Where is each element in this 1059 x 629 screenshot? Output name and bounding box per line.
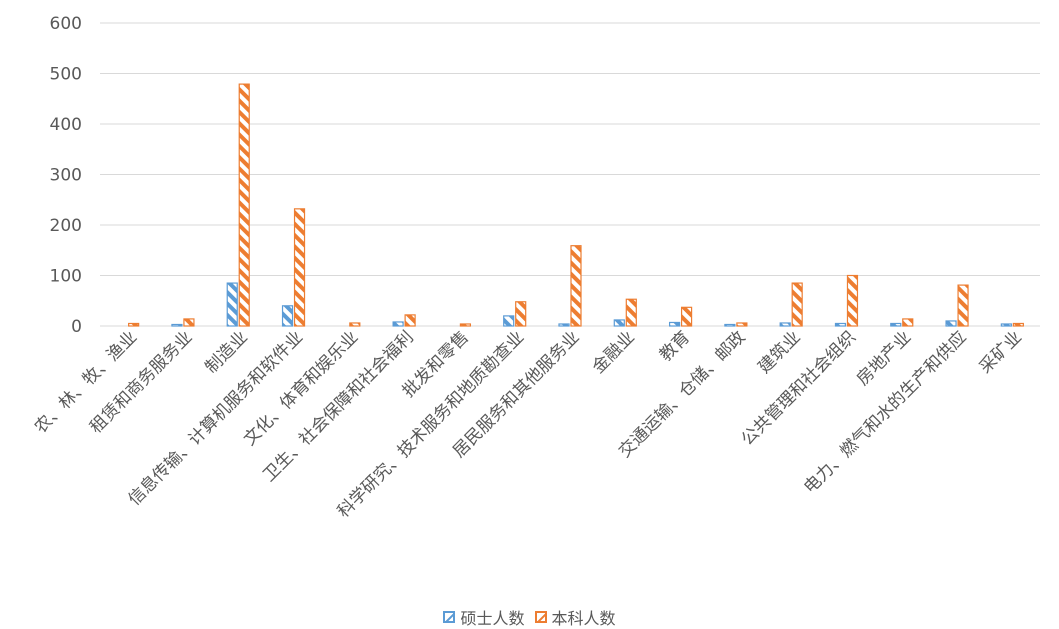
legend-item-master: 硕士人数 — [443, 605, 525, 629]
bar-bachelor — [349, 322, 361, 327]
bar-bachelor — [570, 245, 582, 327]
x-tick-label: 金融业 — [589, 327, 639, 377]
bar-bachelor — [293, 208, 306, 327]
x-tick-label: 采矿业 — [976, 327, 1026, 377]
x-tick-label: 建筑业 — [755, 327, 805, 377]
y-tick-label: 400 — [50, 115, 82, 135]
bars — [128, 83, 1024, 327]
bar-bachelor — [791, 282, 803, 327]
bar-bachelor — [183, 318, 195, 327]
x-tick-label: 教育 — [656, 327, 694, 365]
x-tick-label: 制造业 — [202, 327, 252, 377]
legend: 硕士人数 本科人数 — [0, 606, 1059, 628]
bar-master — [1000, 323, 1012, 327]
bar-master — [945, 320, 957, 327]
legend-swatch-bachelor — [534, 611, 547, 623]
bar-bachelor — [404, 314, 416, 327]
bar-master — [613, 319, 625, 327]
bar-bachelor — [680, 306, 693, 327]
bar-master — [503, 315, 515, 327]
bar-bachelor — [459, 323, 472, 327]
bar-bachelor — [902, 318, 914, 327]
y-axis-ticks: 0 100 200 300 400 500 600 — [50, 14, 82, 337]
legend-label-master: 硕士人数 — [460, 609, 525, 628]
bar-bachelor — [736, 322, 748, 327]
bar-bachelor — [957, 284, 969, 327]
bar-master — [558, 323, 570, 327]
y-tick-label: 0 — [71, 317, 82, 337]
bar-master — [226, 282, 238, 327]
legend-item-bachelor: 本科人数 — [534, 605, 616, 629]
legend-label-bachelor: 本科人数 — [551, 609, 616, 628]
bar-master — [281, 305, 294, 327]
legend-swatch-master — [443, 611, 456, 623]
gridlines — [100, 22, 1040, 327]
bar-bachelor — [846, 274, 859, 327]
y-tick-label: 300 — [50, 166, 82, 186]
y-tick-label: 100 — [50, 267, 82, 287]
x-tick-label: 农、林、牧、渔业 — [31, 327, 141, 437]
bar-bachelor — [238, 83, 250, 327]
bar-master — [171, 323, 183, 327]
y-tick-label: 200 — [50, 216, 82, 236]
bar-bachelor — [625, 298, 637, 327]
bar-master — [779, 322, 791, 327]
bar-master — [668, 321, 681, 327]
bar-master — [392, 321, 404, 327]
bar-bachelor — [1012, 322, 1024, 327]
bar-bachelor — [515, 301, 527, 327]
x-tick-label: 租赁和商务服务业 — [86, 327, 196, 437]
y-tick-label: 500 — [50, 65, 82, 85]
bar-master — [724, 323, 736, 327]
y-tick-label: 600 — [50, 14, 82, 34]
bar-master — [834, 322, 847, 327]
bar-bachelor — [128, 322, 140, 327]
bar-master — [890, 322, 902, 327]
